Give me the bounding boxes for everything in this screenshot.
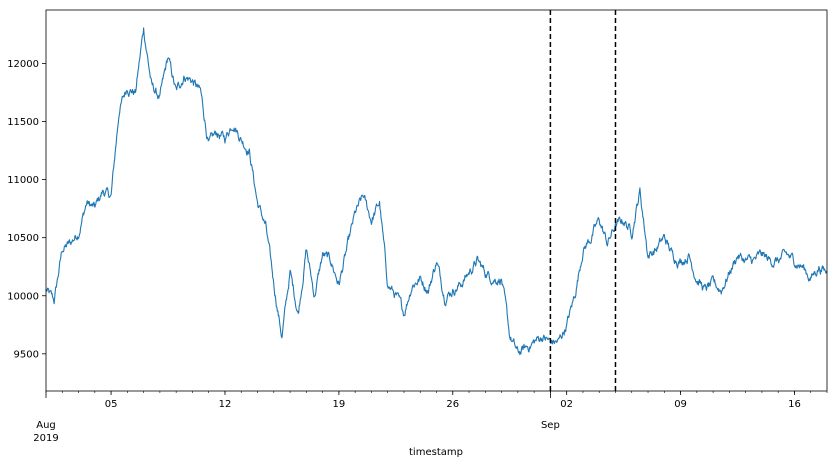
y-axis: 9500 10000 10500 11000 11500 12000 <box>7 59 46 360</box>
x-tick-label: 26 <box>446 399 459 410</box>
y-tick-label: 12000 <box>7 59 39 70</box>
x-tick-label: 02 <box>560 399 573 410</box>
y-tick-label: 11000 <box>7 175 39 186</box>
x-tick-label: 12 <box>219 399 232 410</box>
y-tick-label: 10500 <box>7 233 39 244</box>
x-tick-label: Aug <box>36 420 56 431</box>
x-tick-label: 09 <box>674 399 687 410</box>
y-tick-label: 11500 <box>7 117 39 128</box>
x-tick-label: 05 <box>105 399 118 410</box>
series-layer <box>45 27 828 356</box>
plot-area <box>46 10 827 391</box>
x-tick-label: 19 <box>333 399 346 410</box>
x-tick-label: 16 <box>788 399 801 410</box>
plot-frame <box>45 9 828 392</box>
y-tick-label: 10000 <box>7 291 39 302</box>
y-tick-label: 9500 <box>14 349 39 360</box>
series-line <box>45 27 828 356</box>
x-axis-label: timestamp <box>409 447 463 458</box>
x-tick-sublabel: 2019 <box>33 433 58 444</box>
x-tick-label: Sep <box>541 420 560 431</box>
